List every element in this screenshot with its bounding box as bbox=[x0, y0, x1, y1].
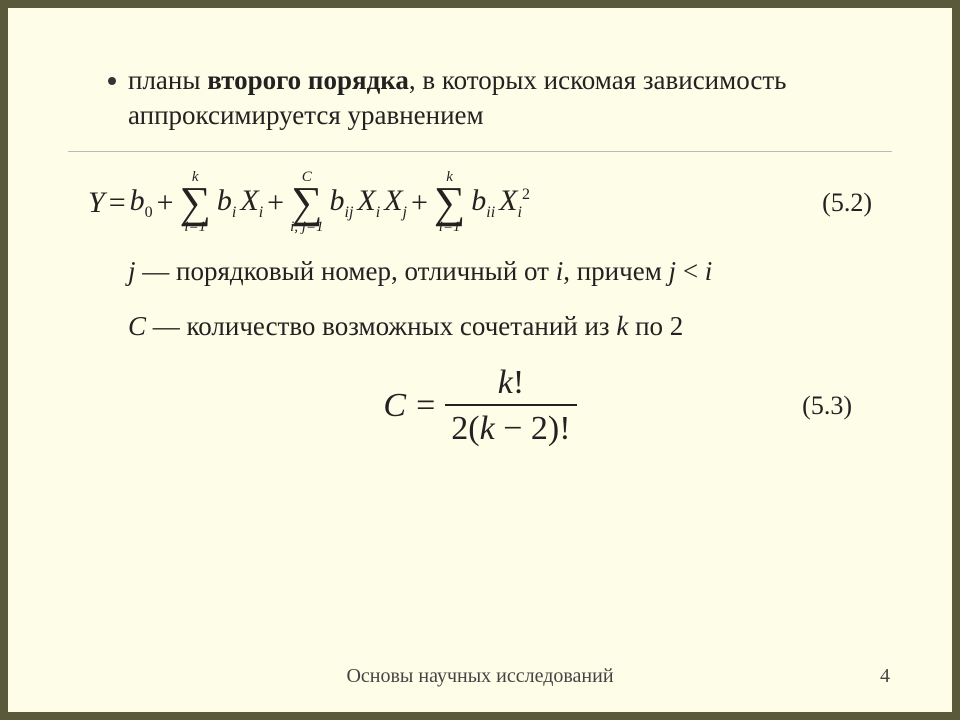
equation-1-row: Y = b0 + k ∑ i=1 bi Xi + C ∑ i, j=1 bij … bbox=[88, 170, 872, 235]
numerator: k! bbox=[492, 364, 530, 404]
eq1-Y: Y bbox=[88, 186, 105, 220]
eq2-C: C bbox=[383, 387, 406, 425]
eq1-bi: bi bbox=[217, 184, 236, 222]
eq1-Xi2: Xi bbox=[357, 184, 380, 222]
bullet-bold: второго порядка bbox=[207, 65, 409, 95]
eq1-Xi: Xi bbox=[240, 184, 263, 222]
eq1-b0: b0 bbox=[130, 184, 153, 222]
eq2-eq: = bbox=[416, 387, 435, 425]
denominator: 2(k − 2)! bbox=[445, 404, 576, 448]
eq1-bii: bii bbox=[471, 184, 495, 222]
footer-text: Основы научных исследований bbox=[8, 665, 952, 688]
eq1-Xi-sq: Xi2 bbox=[499, 184, 530, 222]
sum-3: k ∑ i=1 bbox=[434, 170, 465, 235]
bullet-dot-icon bbox=[108, 77, 116, 85]
eq1-Xj: Xj bbox=[384, 184, 407, 222]
eq1-eq: = bbox=[109, 186, 126, 220]
slide: планы второго порядка, в которых искомая… bbox=[8, 8, 952, 712]
sum-1: k ∑ i=1 bbox=[180, 170, 211, 235]
fraction: k! 2(k − 2)! bbox=[445, 364, 576, 448]
bullet-text: планы второго порядка, в которых искомая… bbox=[128, 63, 892, 133]
sigma-icon: ∑ bbox=[434, 185, 465, 220]
eq1-plus1: + bbox=[157, 186, 174, 220]
description-j: j — порядковый номер, отличный от i, при… bbox=[128, 253, 862, 289]
equation-2-label: (5.3) bbox=[802, 391, 852, 421]
eq1-plus2: + bbox=[267, 186, 284, 220]
description-c: C — количество возможных сочетаний из k … bbox=[128, 308, 862, 344]
sigma-icon: ∑ bbox=[291, 185, 322, 220]
bullet-pre: планы bbox=[128, 65, 207, 95]
page-number: 4 bbox=[880, 665, 890, 688]
sum-2: C ∑ i, j=1 bbox=[290, 170, 323, 235]
equation-2: C = k! 2(k − 2)! bbox=[383, 364, 576, 448]
equation-1: Y = b0 + k ∑ i=1 bi Xi + C ∑ i, j=1 bij … bbox=[88, 170, 530, 235]
eq1-bij: bij bbox=[330, 184, 354, 222]
divider bbox=[68, 151, 892, 152]
eq1-plus3: + bbox=[411, 186, 428, 220]
bullet-item: планы второго порядка, в которых искомая… bbox=[108, 63, 892, 133]
equation-2-row: C = k! 2(k − 2)! (5.3) bbox=[68, 364, 892, 448]
sigma-icon: ∑ bbox=[180, 185, 211, 220]
equation-1-label: (5.2) bbox=[822, 188, 872, 218]
